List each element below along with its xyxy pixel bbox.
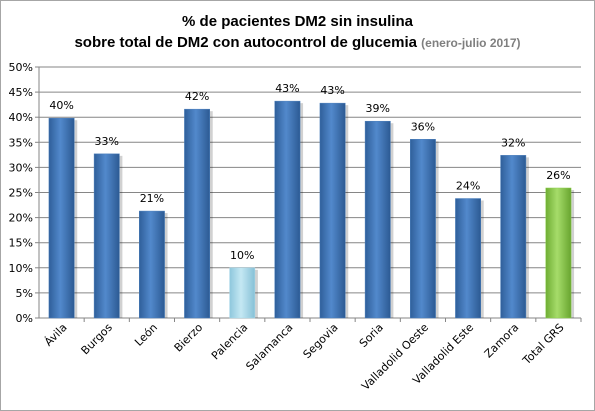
y-tick-label: 0% — [16, 312, 33, 325]
x-tick-label: Burgos — [79, 321, 115, 357]
chart-title-line-2: sobre total de DM2 con autocontrol de gl… — [1, 32, 594, 54]
y-tick-label: 10% — [9, 262, 33, 275]
y-tick-label: 30% — [9, 161, 33, 174]
x-tick-label: Palencia — [209, 321, 250, 362]
bar — [48, 117, 75, 319]
bar — [139, 210, 165, 319]
data-label: 33% — [95, 135, 119, 148]
y-tick-label: 35% — [9, 136, 33, 149]
bar — [410, 139, 436, 319]
x-tick-label: Zamora — [482, 321, 522, 361]
bar — [500, 155, 527, 319]
data-labels: 40% 33% 21% 42% 10% 43% 43% 39% 36% 24% 32% 26% — [49, 82, 570, 262]
bar — [93, 153, 120, 319]
y-tick-label: 25% — [9, 187, 33, 200]
bar — [364, 120, 391, 319]
data-label: 43% — [275, 82, 299, 95]
axes — [35, 66, 582, 322]
bar — [319, 102, 346, 319]
y-tick-label: 50% — [9, 61, 33, 74]
bar — [455, 198, 481, 319]
bar — [229, 267, 256, 319]
y-axis-tick-labels: 0% 5% 10% 15% 20% 25% 30% 35% 40% 45% 50% — [9, 61, 33, 325]
data-label: 32% — [501, 136, 525, 149]
chart-title-period: (enero-julio 2017) — [421, 36, 521, 50]
x-tick-label: Segovia — [301, 321, 341, 361]
bars — [48, 100, 575, 319]
data-label: 26% — [546, 169, 570, 182]
x-tick-label: Soria — [357, 321, 386, 350]
y-tick-label: 5% — [16, 287, 33, 300]
y-tick-label: 15% — [9, 237, 33, 250]
x-tick-label: Salamanca — [243, 321, 295, 373]
data-label: 36% — [411, 120, 435, 133]
x-tick-label: Total GRS — [520, 321, 567, 368]
y-tick-label: 40% — [9, 111, 33, 124]
x-tick-label: Bierzo — [172, 321, 206, 355]
data-label: 39% — [366, 102, 390, 115]
chart-title-line-1: % de pacientes DM2 sin insulina — [182, 13, 413, 30]
x-tick-label: Ávila — [42, 321, 70, 349]
gridlines — [39, 66, 581, 294]
x-tick-label: León — [132, 321, 160, 349]
bar — [274, 100, 301, 319]
bar — [545, 187, 572, 319]
data-label: 40% — [49, 99, 73, 112]
bar — [184, 108, 210, 319]
data-label: 10% — [230, 249, 254, 262]
data-label: 43% — [320, 84, 344, 97]
chart-title-main: sobre total de DM2 con autocontrol de gl… — [74, 34, 417, 51]
chart-title: % de pacientes DM2 sin insulina sobre to… — [1, 11, 594, 54]
data-label: 42% — [185, 90, 209, 103]
data-label: 21% — [140, 192, 164, 205]
y-tick-label: 20% — [9, 212, 33, 225]
y-tick-label: 45% — [9, 86, 33, 99]
data-label: 24% — [456, 180, 480, 193]
